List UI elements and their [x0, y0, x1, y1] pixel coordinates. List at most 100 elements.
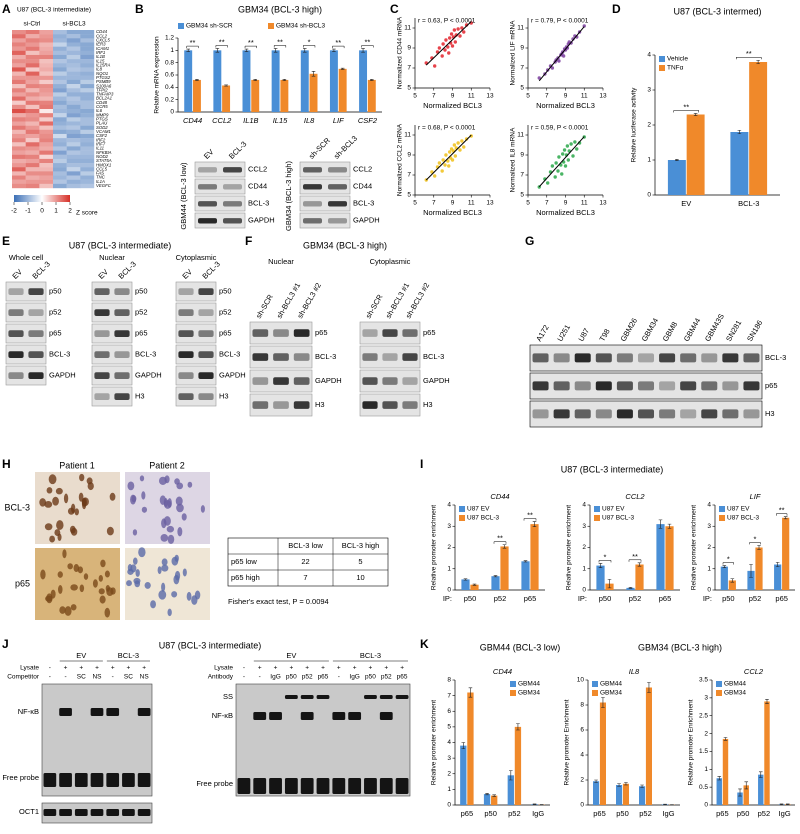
gel [235, 683, 411, 797]
heatmap-cell [53, 63, 67, 68]
heatmap-cell [12, 38, 26, 43]
heatmap-cell [53, 138, 67, 143]
bar [686, 114, 705, 195]
error-bar [532, 521, 537, 527]
bar [764, 701, 770, 805]
panel-title: U87 (BCL-3 intermediate) [159, 640, 262, 650]
blot-band [743, 409, 760, 419]
blot-strip [299, 178, 351, 195]
heatmap-cell [66, 42, 81, 47]
significance: ** [190, 38, 196, 47]
legend-label: GBM34 [518, 690, 540, 697]
legend-swatch [592, 681, 598, 687]
significance-bracket [493, 541, 507, 544]
blot-band [94, 288, 110, 296]
ihc-nucleus [167, 534, 175, 545]
bar [338, 68, 347, 112]
blot-band [114, 351, 130, 359]
blot-strip [359, 345, 421, 369]
y-tick-label: 2 [647, 122, 651, 129]
legend-swatch [659, 65, 665, 71]
ihc-nucleus [56, 520, 64, 531]
heatmap-cell [53, 125, 67, 130]
protein-label: CCL2 [248, 164, 267, 173]
blot-band [293, 401, 310, 409]
heatmap-cell [12, 146, 26, 151]
legend-swatch [510, 690, 516, 696]
lane-symbol: + [79, 665, 83, 672]
lane-symbol: - [243, 674, 245, 681]
panel-label: E [2, 234, 10, 248]
point [446, 159, 450, 163]
heatmap-cell [66, 133, 81, 139]
error-bar [675, 159, 679, 161]
row-label: Lysate [20, 665, 39, 672]
significance-bracket [186, 45, 199, 49]
y-tick-label: 2 [707, 544, 711, 551]
ihc-nucleus [87, 482, 94, 491]
point [456, 141, 460, 145]
heatmap-cell [12, 67, 26, 72]
legend-swatch [594, 515, 600, 521]
heatmap-cell [39, 30, 54, 35]
error-bar [253, 79, 258, 81]
heatmap-cell [53, 179, 67, 185]
error-bar [273, 48, 278, 53]
heatmap-cell [80, 142, 95, 147]
gel-band [379, 778, 393, 794]
bar [461, 579, 470, 590]
blot-band [659, 353, 676, 363]
heatmap-cell [25, 104, 40, 110]
heatmap-cell [66, 146, 81, 151]
legend-swatch [716, 690, 722, 696]
point [449, 32, 454, 36]
ihc-nucleus [141, 491, 146, 500]
y-tick-label: 5 [520, 192, 524, 199]
lane-symbol: - [259, 674, 261, 681]
bar [271, 50, 280, 112]
lane-symbol: + [274, 665, 278, 672]
legend-swatch [659, 56, 665, 62]
heatmap-cell [25, 54, 40, 60]
heatmap-cell [12, 63, 26, 68]
heatmap-cell [66, 84, 81, 89]
gene-label: IL11 [96, 146, 105, 151]
y-tick-label: 0.5 [699, 784, 708, 791]
x-tick-label: p65 [775, 594, 788, 603]
error-bar [492, 794, 496, 797]
ihc-nucleus [109, 492, 116, 501]
lane-symbol: NS [92, 674, 102, 681]
heatmap-cell [39, 138, 54, 143]
point [446, 45, 450, 49]
legend-label: GBM44 [724, 681, 746, 688]
ihc-nucleus [79, 584, 85, 593]
table-cell: 22 [301, 557, 309, 566]
y-tick-label: 11 [517, 132, 524, 139]
heatmap-cell [12, 171, 26, 176]
heatmap-cell [80, 79, 95, 85]
annotation: r = 0.59, P < 0.0001 [531, 125, 589, 132]
blot-band [198, 288, 214, 296]
legend-label: U87 EV [467, 506, 490, 513]
heatmap-cell [80, 109, 95, 114]
x-tick-label: p52 [639, 809, 652, 818]
error-bar [598, 563, 603, 568]
bar [329, 50, 338, 112]
x-tick-label: p52 [494, 594, 507, 603]
blot-band [28, 309, 44, 317]
lane-label: EV [202, 147, 215, 160]
blot-band [94, 372, 110, 380]
y-tick-label: 0 [447, 802, 451, 809]
colorbar-tick-label: -2 [11, 208, 17, 215]
ihc-nucleus [70, 527, 78, 536]
annotation: r = 0.68, P < 0.0001 [418, 125, 476, 132]
band-label: NF-κB [212, 711, 233, 720]
point [565, 144, 570, 148]
lane-symbol: + [369, 665, 373, 672]
error-bar [775, 562, 780, 567]
heatmap-cell [80, 138, 95, 143]
heatmap-cell [66, 34, 81, 39]
heatmap-cell [66, 50, 81, 56]
bar [749, 62, 768, 195]
